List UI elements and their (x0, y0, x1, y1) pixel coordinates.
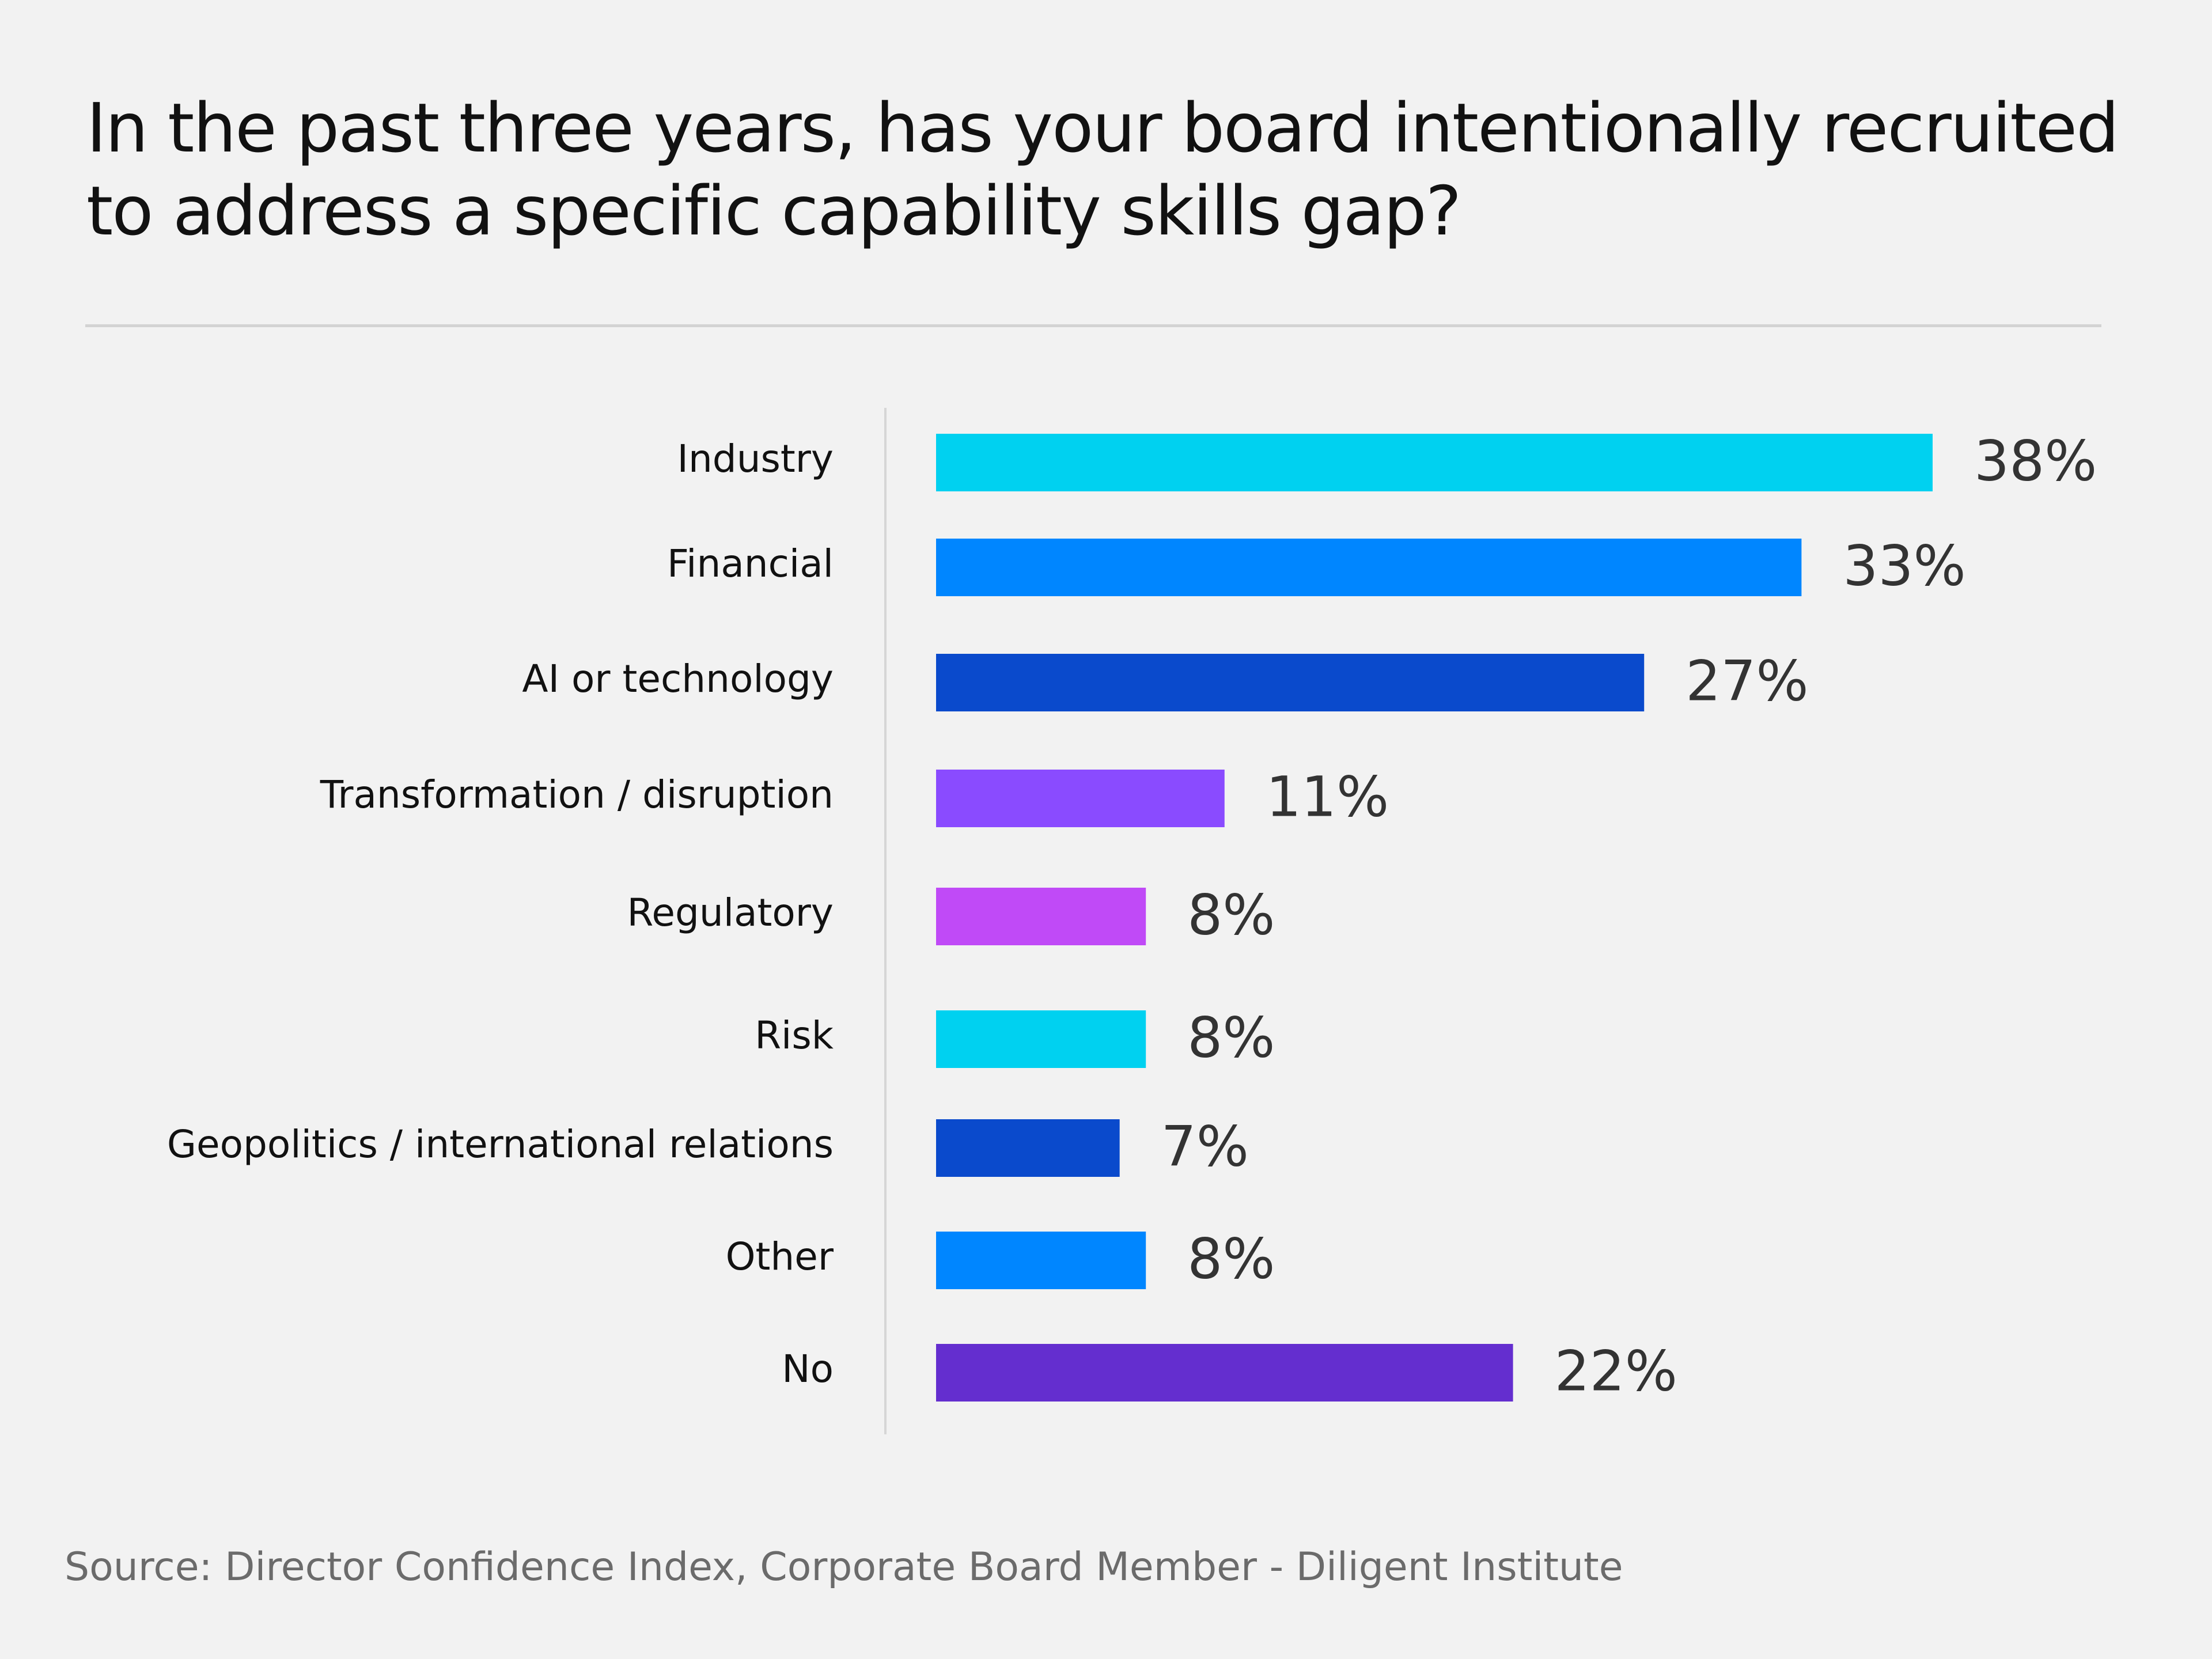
value-label: 8% (1187, 882, 1275, 947)
value-label: 8% (1187, 1005, 1275, 1070)
bar (936, 1232, 1146, 1289)
bar (936, 654, 1645, 711)
source-note: Source: Director Confidence Index, Corpo… (65, 1544, 1623, 1590)
chart-title: In the past three years, has your board … (86, 88, 2119, 251)
value-label: 7% (1161, 1114, 1249, 1179)
category-label: Financial (667, 541, 834, 586)
category-label: Industry (677, 437, 834, 481)
bar (936, 1344, 1513, 1402)
value-label: 38% (1974, 429, 2097, 493)
bar (936, 1119, 1120, 1177)
bar (936, 539, 1802, 596)
category-label: Risk (755, 1013, 834, 1058)
value-label: 22% (1555, 1339, 1677, 1403)
category-label: Geopolitics / international relations (167, 1122, 834, 1166)
category-label: Transformation / disruption (320, 772, 834, 817)
value-label: 27% (1685, 649, 1808, 713)
value-label: 8% (1187, 1226, 1275, 1291)
bar (936, 434, 1933, 491)
category-label: No (782, 1347, 834, 1391)
category-label: AI or technology (522, 657, 834, 701)
category-label: Other (726, 1234, 834, 1279)
value-label: 33% (1843, 533, 1965, 598)
value-label: 11% (1266, 764, 1389, 829)
bar (936, 1010, 1146, 1068)
bar (936, 770, 1225, 827)
bars-group: Industry 38% Financial 33% AI or technology 2… (167, 429, 2097, 1403)
category-label: Regulatory (627, 891, 834, 935)
title-divider (85, 324, 2101, 327)
bar (936, 888, 1146, 945)
